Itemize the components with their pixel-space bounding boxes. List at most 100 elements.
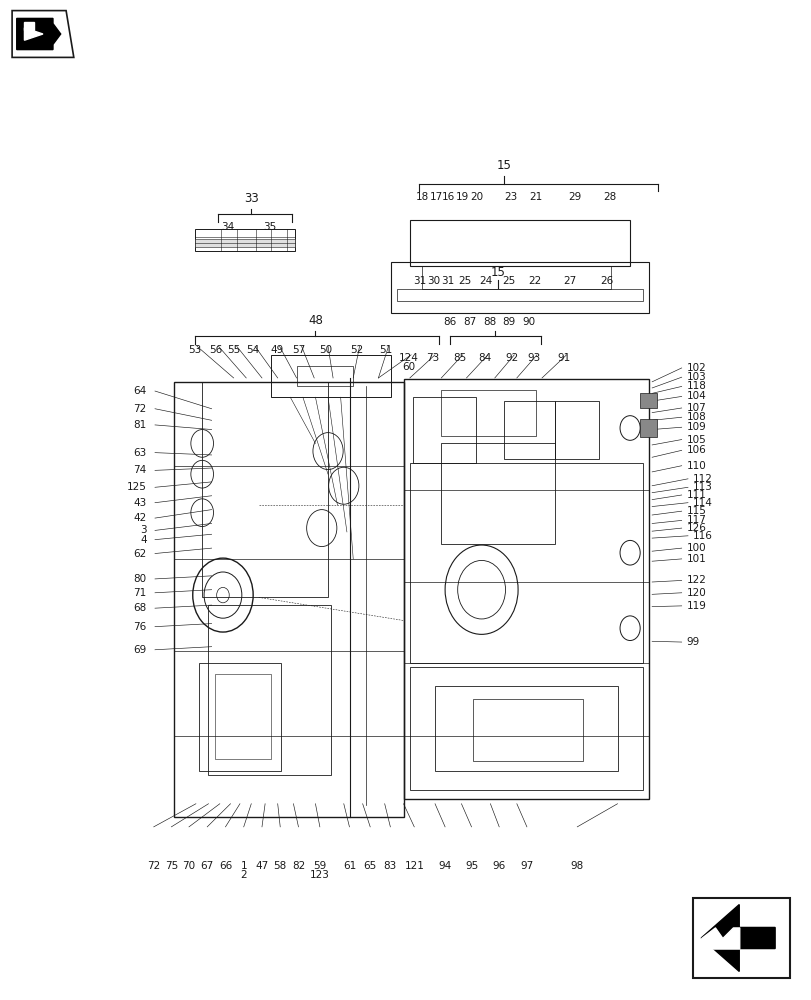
Bar (413, 397, 475, 463)
Text: 115: 115 (686, 506, 706, 516)
Bar (271, 355, 391, 397)
Text: 122: 122 (686, 575, 706, 585)
Polygon shape (701, 905, 775, 971)
Text: 48: 48 (307, 314, 323, 327)
Text: 101: 101 (686, 554, 706, 564)
Bar (296, 366, 353, 386)
Text: 65: 65 (363, 861, 376, 871)
Text: 102: 102 (686, 363, 706, 373)
Bar (639, 393, 656, 408)
Text: 33: 33 (243, 192, 259, 205)
Text: 58: 58 (273, 861, 286, 871)
Bar (214, 674, 271, 759)
Text: 89: 89 (502, 317, 515, 327)
Text: 74: 74 (133, 465, 147, 475)
Text: 82: 82 (291, 861, 305, 871)
Text: 1: 1 (240, 861, 247, 871)
Text: 17: 17 (429, 192, 442, 202)
Text: 113: 113 (693, 482, 712, 492)
Text: 111: 111 (686, 490, 706, 500)
Bar (639, 419, 656, 437)
Polygon shape (24, 28, 43, 40)
Text: 90: 90 (522, 317, 535, 327)
Text: 100: 100 (686, 543, 706, 553)
Text: 34: 34 (221, 222, 234, 232)
Text: 27: 27 (563, 276, 577, 286)
Text: 72: 72 (133, 404, 147, 414)
Text: 117: 117 (686, 515, 706, 525)
Text: 16: 16 (442, 192, 455, 202)
Text: 68: 68 (133, 603, 147, 613)
Text: 35: 35 (264, 222, 277, 232)
Text: 99: 99 (686, 637, 699, 647)
Text: 83: 83 (384, 861, 397, 871)
Text: 84: 84 (478, 353, 491, 363)
Bar (391, 262, 648, 312)
Text: 67: 67 (200, 861, 213, 871)
Bar (422, 266, 611, 289)
Text: 97: 97 (520, 861, 533, 871)
Text: 92: 92 (504, 353, 517, 363)
Text: 75: 75 (165, 861, 178, 871)
Text: 19: 19 (455, 192, 468, 202)
Text: 69: 69 (133, 645, 147, 655)
Text: 104: 104 (686, 391, 706, 401)
Text: 103: 103 (686, 372, 706, 382)
Bar (441, 443, 554, 544)
Text: 93: 93 (527, 353, 540, 363)
Text: 24: 24 (478, 276, 492, 286)
Text: 88: 88 (483, 317, 496, 327)
Bar (554, 401, 598, 459)
Text: 98: 98 (570, 861, 583, 871)
Text: 73: 73 (425, 353, 439, 363)
Bar (199, 663, 281, 771)
Text: 123: 123 (310, 870, 329, 880)
Text: 4: 4 (140, 535, 147, 545)
Text: 22: 22 (527, 276, 540, 286)
Bar (403, 379, 648, 799)
Text: 94: 94 (438, 861, 451, 871)
Text: 125: 125 (127, 482, 147, 492)
Bar (410, 463, 642, 663)
Text: 61: 61 (342, 861, 356, 871)
Text: 15: 15 (496, 159, 511, 172)
Text: 119: 119 (686, 601, 706, 611)
Text: 59: 59 (313, 861, 326, 871)
Text: 120: 120 (686, 588, 706, 598)
Text: 121: 121 (404, 861, 423, 871)
Bar (195, 239, 295, 247)
Bar (208, 605, 331, 774)
Text: 108: 108 (686, 412, 706, 422)
Text: 60: 60 (401, 362, 414, 372)
Text: 26: 26 (599, 276, 612, 286)
Text: 86: 86 (442, 317, 456, 327)
Bar (504, 401, 554, 459)
Bar (174, 382, 403, 817)
Text: 52: 52 (350, 345, 363, 355)
Text: 91: 91 (556, 353, 570, 363)
Text: 2: 2 (240, 870, 247, 880)
Text: 43: 43 (133, 498, 147, 508)
Text: 29: 29 (568, 192, 581, 202)
Text: 30: 30 (427, 276, 440, 286)
Text: 63: 63 (133, 448, 147, 458)
Text: 49: 49 (270, 345, 283, 355)
Text: 56: 56 (209, 345, 222, 355)
Text: 25: 25 (458, 276, 471, 286)
Polygon shape (17, 18, 61, 50)
Text: 18: 18 (415, 192, 428, 202)
Text: 80: 80 (134, 574, 147, 584)
Bar (24, 22, 34, 30)
Text: 95: 95 (465, 861, 478, 871)
Text: 51: 51 (379, 345, 392, 355)
Bar (397, 289, 642, 301)
Text: 72: 72 (147, 861, 160, 871)
Text: 85: 85 (453, 353, 466, 363)
Text: 31: 31 (412, 276, 426, 286)
Bar (472, 699, 582, 761)
Text: 112: 112 (693, 474, 712, 484)
Text: 105: 105 (686, 435, 706, 445)
Text: 107: 107 (686, 403, 706, 413)
Text: 116: 116 (693, 531, 712, 541)
Bar (202, 382, 328, 597)
